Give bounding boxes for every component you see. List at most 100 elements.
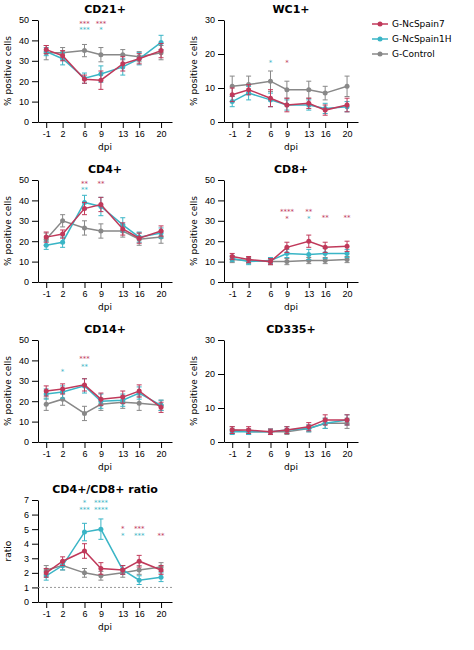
x-tick-label: 16 [135,289,145,299]
x-tick-mark [46,122,47,128]
x-tick-mark [63,602,64,608]
series-line [232,253,347,261]
x-tick-label: 2 [61,129,66,139]
point [98,229,103,234]
x-tick-label: 6 [268,449,273,459]
y-tick: 40 [19,356,38,366]
y-tick: 30 [205,15,224,25]
x-tick-mark [84,442,85,448]
x-tick-label: 16 [135,449,145,459]
error-bar [120,391,125,403]
y-tick-label: 20 [19,397,29,407]
y-tick-mark [32,573,38,574]
error-bar [159,226,164,236]
x-tick: 6 [82,602,87,619]
error-bar [159,566,164,575]
y-axis-line [224,181,225,283]
series [44,544,164,578]
point [268,429,273,434]
y-tick-label: 7 [24,495,29,505]
x-axis-title: dpi [98,462,112,472]
error-bar [82,379,87,393]
y-tick-label: 50 [19,15,29,25]
series [230,415,350,435]
y-tick-label: 0 [24,437,29,447]
y-axis-line [224,21,225,123]
x-axis-title: dpi [284,462,298,472]
series-line [46,204,161,238]
point [306,424,311,429]
point [60,386,65,391]
series-line [46,529,161,580]
x-tick: 20 [157,122,167,139]
y-tick-mark [32,587,38,588]
error-bar [306,423,311,431]
y-tick: 50 [205,175,224,185]
y-tick-label: 30 [19,376,29,386]
x-tick-label: 13 [118,609,128,619]
y-tick: 30 [205,216,224,226]
plot-area [230,71,350,115]
point [137,401,142,406]
y-tick-mark [218,241,224,242]
point [159,575,164,580]
point [60,232,65,237]
point [246,428,251,433]
error-bar [82,221,87,235]
x-tick-mark [309,442,310,448]
x-tick: 20 [343,442,353,459]
y-tick: 1 [24,583,38,593]
y-axis: 01020304050 [19,335,39,447]
point [323,108,328,113]
y-tick: 0 [24,277,38,287]
x-tick-mark [139,442,140,448]
y-tick-label: 50 [205,175,215,185]
error-bar [120,566,125,575]
x-axis-line [39,282,173,283]
y-tick-mark [32,221,38,222]
y-tick-mark [32,102,38,103]
x-tick: 13 [304,442,314,459]
y-tick-mark [32,262,38,263]
x-tick-mark [325,122,326,128]
point [120,395,125,400]
series [230,248,350,264]
y-tick: 30 [19,216,38,226]
y-tick-mark [218,262,224,263]
point [82,530,87,535]
x-axis: -1269131620 [39,122,173,139]
y-tick: 10 [205,257,224,267]
point [44,389,49,394]
y-tick: 20 [19,237,38,247]
x-tick-mark [249,442,250,448]
point [82,549,87,554]
x-tick: 13 [118,282,128,299]
point [159,48,164,53]
x-tick: 6 [268,122,273,139]
x-axis-line [39,122,173,123]
plot-area [44,35,164,89]
x-tick-label: 16 [321,129,331,139]
y-axis-title: % positive cells [189,36,199,106]
error-bar [82,379,87,391]
annotation: * [61,368,65,376]
y-tick-mark [32,401,38,402]
y-tick: 20 [205,237,224,247]
series-line [232,90,347,110]
y-tick-label: 10 [205,83,215,93]
x-tick: -1 [43,282,51,299]
x-tick-mark [249,122,250,128]
error-bar [82,544,87,559]
x-tick-label: 2 [61,289,66,299]
y-tick-mark [32,602,38,603]
error-bar [284,81,289,98]
y-tick-label: 20 [19,77,29,87]
x-tick-label: 16 [321,289,331,299]
y-tick-mark [218,282,224,283]
error-bar [82,523,87,540]
x-tick: 16 [135,442,145,459]
series-line [46,551,161,573]
error-bar [306,98,311,108]
point [82,382,87,387]
y-tick-label: 5 [24,525,29,535]
